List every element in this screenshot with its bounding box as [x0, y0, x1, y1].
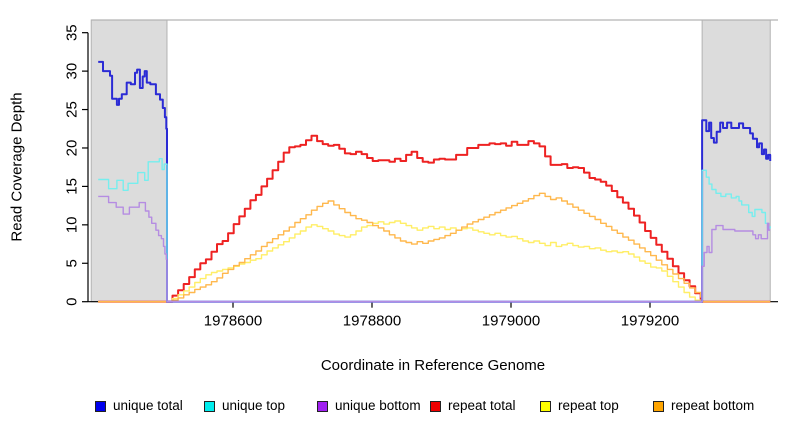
- series-line-repeat-bottom: [98, 192, 771, 303]
- y-tick-label: 0: [64, 298, 81, 306]
- series-line-repeat-total: [98, 134, 771, 303]
- x-axis-title: Coordinate in Reference Genome: [320, 357, 546, 374]
- y-tick-label: 25: [64, 101, 81, 118]
- series-line-unique-top: [98, 158, 771, 303]
- series-line-unique-total: [98, 60, 772, 303]
- x-tick-label: 1978800: [343, 313, 401, 330]
- y-tick-label: 5: [64, 259, 81, 267]
- y-tick-label: 30: [64, 63, 81, 80]
- series-line-repeat-top: [98, 220, 771, 303]
- series-line-unique-bottom: [98, 195, 771, 303]
- shaded-region: [701, 19, 771, 303]
- y-tick-label: 15: [64, 178, 81, 195]
- x-tick-label: 1979200: [621, 313, 679, 330]
- x-tick-label: 1979000: [482, 313, 540, 330]
- y-axis-title: Read Coverage Depth: [8, 92, 26, 242]
- x-tick-label: 1978600: [204, 313, 262, 330]
- y-tick-label: 10: [64, 216, 81, 233]
- y-tick-label: 35: [64, 24, 81, 41]
- y-tick-label: 20: [64, 140, 81, 157]
